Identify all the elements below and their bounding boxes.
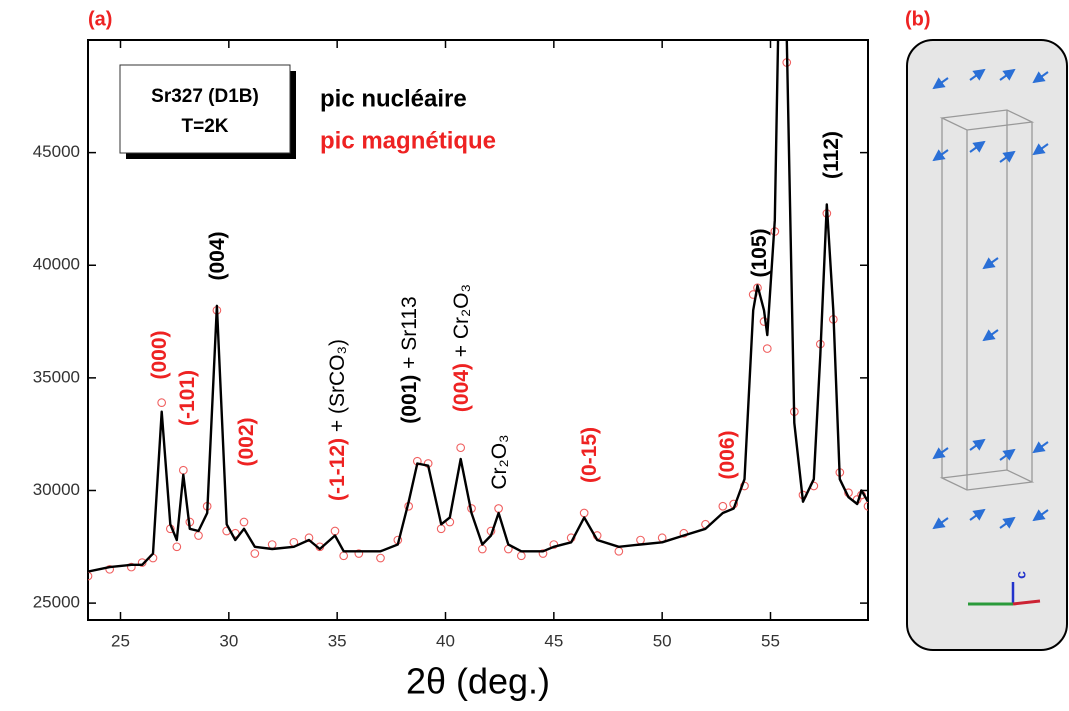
observed-point xyxy=(157,398,167,407)
peak-label: (105) xyxy=(748,228,771,277)
observed-point xyxy=(172,542,182,552)
peak-label-part: (-101) xyxy=(176,370,199,426)
peak-label: (006) xyxy=(716,430,739,479)
observed-point xyxy=(126,562,136,572)
observed-point xyxy=(538,549,548,558)
peak-label-part: (004) xyxy=(206,231,229,280)
observed-point xyxy=(456,443,466,453)
peak-label-part: (-1-12) xyxy=(326,438,349,501)
observed-point xyxy=(636,535,645,545)
x-tick-label: 45 xyxy=(544,631,563,650)
x-tick-label: 55 xyxy=(761,631,780,650)
peak-label: (004) + Cr₂O₃ xyxy=(450,284,473,412)
observed-point xyxy=(494,504,503,513)
peak-label-part: + (SrCO₃) xyxy=(326,339,349,438)
observed-point xyxy=(339,551,349,561)
legend-box xyxy=(119,64,291,154)
observed-point xyxy=(304,533,314,543)
peak-label-part: (004) xyxy=(450,363,473,412)
peak-label-part: (000) xyxy=(148,330,171,379)
observed-point xyxy=(250,549,260,558)
peak-label: (000) xyxy=(148,330,171,379)
peak-label-part: (112) xyxy=(820,131,843,179)
observed-point xyxy=(267,540,277,549)
x-axis-label: 2θ (deg.) xyxy=(406,661,550,702)
peak-label: (002) xyxy=(235,417,258,466)
x-tick-label: 40 xyxy=(436,631,455,650)
observed-point xyxy=(863,501,868,511)
observed-point xyxy=(614,546,624,556)
fit-line xyxy=(88,40,868,573)
legend-text: pic nucléaire xyxy=(320,85,467,112)
observed-point xyxy=(354,549,364,558)
x-tick-label: 50 xyxy=(653,631,672,650)
y-tick-label: 45000 xyxy=(33,142,80,161)
x-tick-label: 25 xyxy=(111,631,130,650)
observed-point xyxy=(436,524,446,534)
y-tick-label: 25000 xyxy=(33,593,80,612)
y-tick-label: 35000 xyxy=(33,367,80,386)
peak-label: (112) xyxy=(820,131,843,179)
x-tick-label: 35 xyxy=(328,631,347,650)
observed-point xyxy=(549,540,559,549)
peak-label-part: Cr₂O₃ xyxy=(488,434,511,489)
observed-point xyxy=(330,526,340,536)
observed-point xyxy=(105,564,115,574)
peak-label-part: (105) xyxy=(748,228,771,277)
axis-label: c xyxy=(1013,571,1029,579)
legend-box-text: T=2K xyxy=(182,116,229,137)
observed-point xyxy=(762,344,772,353)
peak-label: Cr₂O₃ xyxy=(488,434,511,489)
panel-label: (a) xyxy=(88,8,112,30)
observed-point xyxy=(376,553,385,563)
peak-label-part: + Cr₂O₃ xyxy=(450,284,473,363)
legend-text: pic magnétique xyxy=(320,127,496,154)
legend-box-text: Sr327 (D1B) xyxy=(151,86,259,107)
peak-label-part: + Sr113 xyxy=(398,296,421,374)
observed-point xyxy=(477,544,487,554)
structure-panel: c xyxy=(906,39,1068,651)
y-tick-label: 40000 xyxy=(33,255,80,274)
observed-point xyxy=(194,531,203,540)
panel-label: (b) xyxy=(905,8,931,30)
peak-label: (-1-12) + (SrCO₃) xyxy=(326,339,349,501)
peak-label: (004) xyxy=(206,231,229,280)
observed-point xyxy=(718,501,728,511)
peak-label: (001) + Sr113 xyxy=(398,296,421,423)
observed-point xyxy=(88,571,93,581)
observed-point xyxy=(178,465,188,475)
observed-point xyxy=(579,508,589,518)
y-tick-label: 30000 xyxy=(33,480,80,499)
peak-label-part: (001) xyxy=(398,375,421,424)
peak-label: (-101) xyxy=(176,370,199,426)
observed-point xyxy=(239,517,249,527)
peak-label: (0-15) xyxy=(578,427,601,483)
plot-frame xyxy=(87,39,869,621)
observed-point xyxy=(516,551,526,561)
plot-area xyxy=(88,40,868,581)
peak-label-part: (002) xyxy=(235,417,258,466)
peak-label-part: (006) xyxy=(716,430,739,479)
peak-label-part: (0-15) xyxy=(578,427,601,483)
x-tick-label: 30 xyxy=(219,631,238,650)
